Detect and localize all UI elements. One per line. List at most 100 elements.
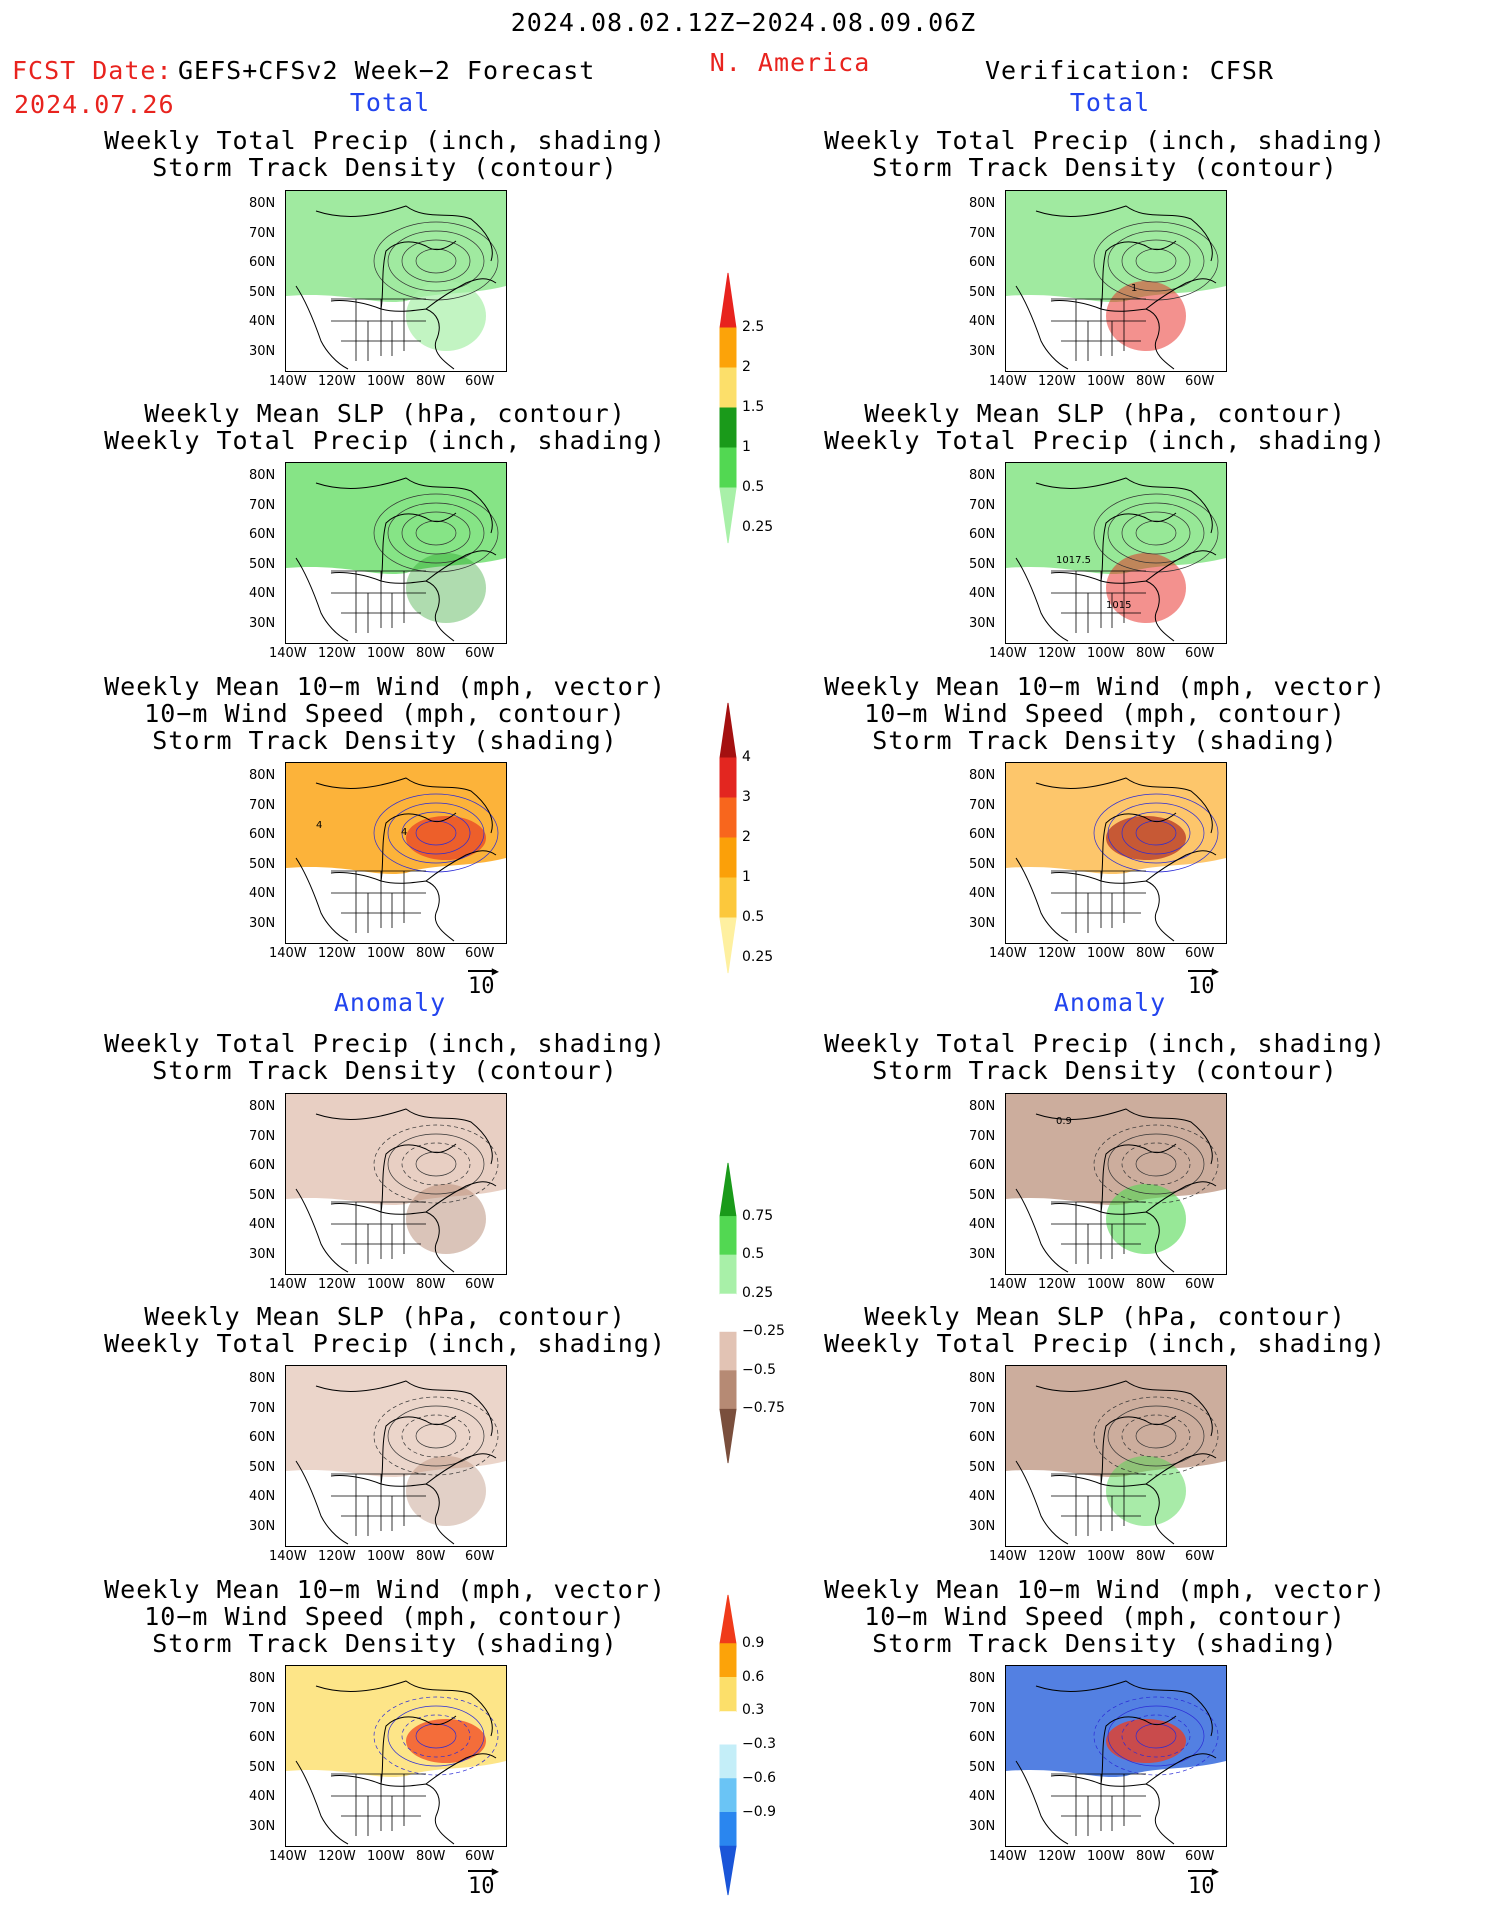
- colorbar-segment: [719, 1677, 737, 1712]
- lat-tick-label: 40N: [969, 1217, 996, 1232]
- contour-line: [1107, 1405, 1205, 1467]
- contour-line: [1093, 221, 1219, 301]
- contour-line: [373, 1124, 499, 1204]
- lon-tick-label: 120W: [318, 646, 356, 661]
- contour-label: 1: [1131, 283, 1137, 294]
- lon-tick-label: 60W: [465, 646, 495, 661]
- lat-tick-label: 80N: [969, 1099, 996, 1114]
- lat-tick-label: 70N: [969, 497, 996, 513]
- lon-tick-label: 60W: [465, 1849, 495, 1864]
- lat-tick-label: 50N: [249, 1759, 276, 1775]
- colorbar-segment: [719, 917, 737, 974]
- lon-tick-label: 100W: [367, 646, 405, 661]
- colorbar-segment: [719, 1812, 737, 1847]
- lon-tick-label: 60W: [465, 374, 495, 389]
- colorbar-tick-label: 0.75: [742, 1207, 774, 1224]
- lon-tick-label: 120W: [1038, 946, 1076, 961]
- map-svg: [1006, 763, 1226, 942]
- colorbar-storm-total: 4 3 2 1 0.5 0.25: [718, 698, 773, 982]
- shading-region-primary: [1006, 1666, 1226, 1778]
- contour-line: [1093, 493, 1219, 573]
- lat-tick-label: 30N: [249, 615, 276, 631]
- lon-tick-label: 100W: [1087, 1277, 1125, 1292]
- title-r4-right: Weekly Total Precip (inch, shading) Stor…: [824, 1029, 1386, 1085]
- lat-tick-label: 40N: [249, 1789, 276, 1804]
- colorbar-segment: [719, 1643, 737, 1678]
- title-r6-right: Weekly Mean 10−m Wind (mph, vector) 10−m…: [824, 1575, 1386, 1658]
- coastline: [295, 1380, 497, 1545]
- lon-tick-label: 140W: [989, 1849, 1027, 1864]
- contour-line: [1121, 1414, 1191, 1458]
- lon-tick-label: 140W: [989, 646, 1027, 661]
- lat-tick-label: 50N: [969, 1759, 996, 1775]
- lat-tick-label: 70N: [249, 1400, 276, 1416]
- map-svg: [1006, 1666, 1226, 1845]
- colorbar-tick-label: 0.3: [742, 1702, 765, 1719]
- map-panel-r3-right: [1005, 762, 1227, 944]
- contour-line: [1121, 239, 1191, 283]
- lat-tick-label: 40N: [249, 314, 276, 329]
- colorbar-tick-label: 4: [742, 749, 751, 765]
- colorbar-tick-label: 0.9: [742, 1634, 765, 1651]
- lon-tick-label: 100W: [367, 1549, 405, 1564]
- vector-ref-r3-right: ▶ 10: [1188, 964, 1219, 999]
- lat-tick-label: 40N: [249, 1489, 276, 1504]
- colorbar-tick-label: 1: [742, 869, 751, 885]
- region-label: N. America: [709, 48, 871, 77]
- lon-tick-label: 80W: [416, 374, 446, 389]
- lon-tick-label: 140W: [989, 1549, 1027, 1564]
- lat-tick-label: 60N: [969, 255, 996, 270]
- lat-tick-label: 70N: [969, 797, 996, 813]
- lon-tick-label: 100W: [1087, 946, 1125, 961]
- shading-region-secondary: [406, 281, 486, 351]
- contour-line: [401, 1142, 471, 1186]
- lon-tick-label: 100W: [367, 946, 405, 961]
- contour-line: [1107, 502, 1205, 564]
- state-borders: [331, 870, 426, 933]
- state-borders: [331, 298, 426, 361]
- lon-tick-label: 140W: [989, 946, 1027, 961]
- lon-tick-label: 100W: [1087, 646, 1125, 661]
- vector-ref-r6-right: ▶ 10: [1188, 1864, 1219, 1899]
- lon-tick-label: 120W: [1038, 1277, 1076, 1292]
- shading-region-secondary: [406, 816, 486, 860]
- colorbar-tick-label: −0.5: [742, 1361, 776, 1378]
- lon-tick-label: 100W: [367, 1849, 405, 1864]
- colorbar-segment: [719, 272, 737, 329]
- state-borders: [1051, 298, 1146, 361]
- lon-tick-label: 140W: [269, 374, 307, 389]
- contour-line: [1121, 811, 1191, 855]
- lon-tick-label: 80W: [1136, 646, 1166, 661]
- title-r5-right: Weekly Mean SLP (hPa, contour) Weekly To…: [824, 1302, 1386, 1358]
- colorbar-tick-label: −0.9: [742, 1803, 776, 1820]
- map-svg: [286, 1666, 506, 1845]
- lat-tick-label: 80N: [969, 468, 996, 483]
- lat-tick-label: 40N: [249, 886, 276, 901]
- colorbar-tick-label: 2.5: [742, 319, 765, 335]
- title-r1-right: Weekly Total Precip (inch, shading) Stor…: [824, 126, 1386, 182]
- lon-tick-label: 140W: [269, 646, 307, 661]
- shading-region-secondary: [1106, 553, 1186, 623]
- lon-tick-label: 120W: [318, 946, 356, 961]
- lat-tick-label: 50N: [969, 1459, 996, 1475]
- colorbar-segment: [720, 1293, 736, 1333]
- lat-tick-label: 80N: [249, 468, 276, 483]
- title-r2-right: Weekly Mean SLP (hPa, contour) Weekly To…: [824, 399, 1386, 455]
- map-svg: 0.9: [1006, 1094, 1226, 1273]
- lat-tick-label: 40N: [969, 1489, 996, 1504]
- contour-line: [387, 502, 485, 564]
- colorbar-segment: [719, 367, 737, 409]
- lat-tick-label: 80N: [969, 768, 996, 783]
- colorbar-precip-total: 2.5 2 1.5 1 0.5 0.25: [718, 268, 773, 552]
- colorbar-tick-label: 2: [742, 359, 751, 375]
- coastline: [295, 1680, 497, 1845]
- colorbar-tick-label: 0.25: [742, 519, 774, 535]
- shading-region-secondary: [406, 553, 486, 623]
- contour-line: [387, 230, 485, 292]
- contour-line: [1121, 1714, 1191, 1758]
- coastline: [1015, 205, 1217, 370]
- lat-tick-label: 70N: [969, 1128, 996, 1144]
- shading-region-secondary: [406, 1456, 486, 1526]
- coastline: [1015, 777, 1217, 942]
